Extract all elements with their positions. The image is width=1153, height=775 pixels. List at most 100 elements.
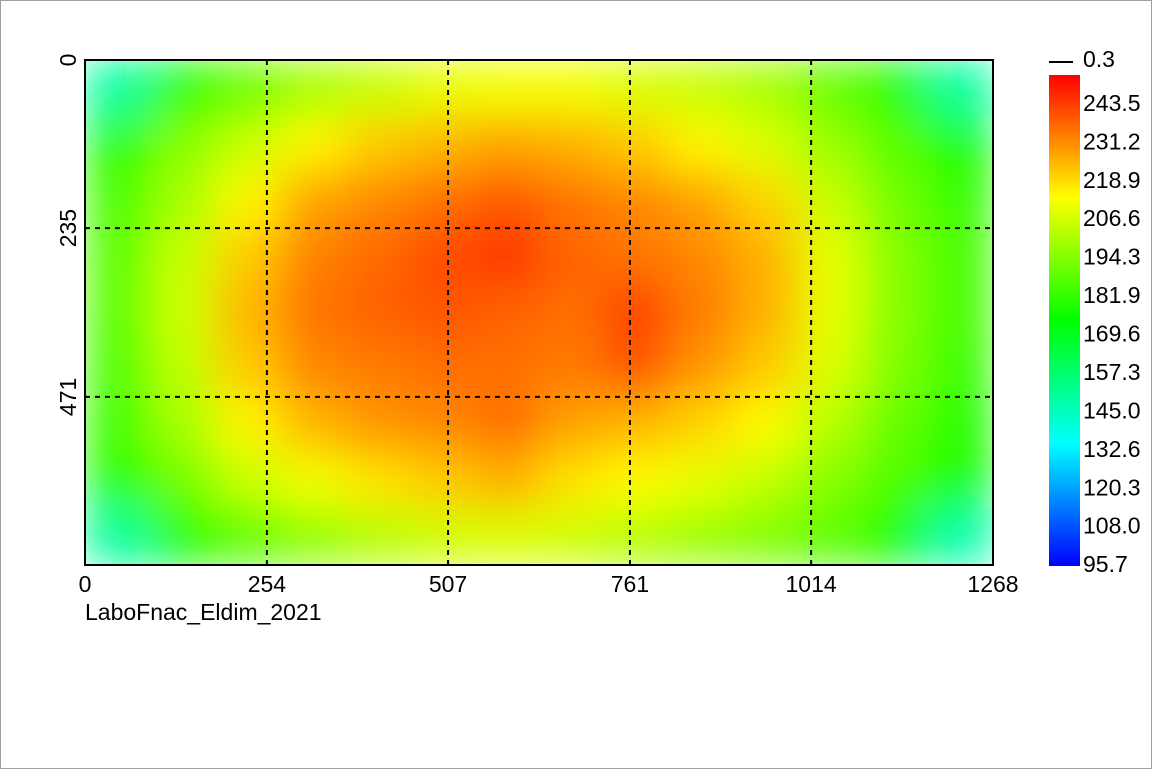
heat-cell: [863, 396, 929, 454]
heat-cell: [603, 284, 670, 342]
heat-cell: [279, 172, 345, 229]
heat-cell: [603, 508, 670, 565]
heat-cell: [863, 172, 929, 229]
heat-cell: [344, 452, 410, 510]
heat-cell: [279, 452, 345, 510]
colorbar-marker: 0.3: [1083, 46, 1115, 72]
heat-cell: [149, 452, 216, 510]
heat-cell: [539, 340, 605, 398]
heat-cell: [214, 228, 281, 285]
heat-cell: [214, 284, 281, 342]
heat-cell: [603, 172, 670, 229]
heat-cell: [85, 508, 151, 565]
heat-cell: [733, 396, 799, 454]
colorbar-tick-label: 243.5: [1083, 90, 1141, 116]
heat-cell: [668, 340, 735, 398]
colorbar-tick-label: 169.6: [1083, 321, 1141, 347]
heatmap-cells: [85, 60, 993, 565]
heat-cell: [603, 340, 670, 398]
heat-cell: [928, 396, 993, 454]
heat-cell: [409, 452, 475, 510]
x-tick-label: 0: [79, 571, 92, 597]
heat-cell: [539, 172, 605, 229]
heat-cell: [474, 60, 540, 117]
heatmap: [85, 60, 993, 565]
colorbar-tick-label: 181.9: [1083, 282, 1141, 308]
y-tick-label: 471: [55, 378, 81, 416]
heat-cell: [474, 116, 540, 173]
heat-cell: [863, 340, 929, 398]
heat-cell: [149, 116, 216, 173]
heat-cell: [539, 116, 605, 173]
heat-cell: [214, 340, 281, 398]
heat-cell: [279, 116, 345, 173]
heat-cell: [409, 284, 475, 342]
heat-cell: [668, 172, 735, 229]
heat-cell: [668, 452, 735, 510]
heat-cell: [344, 396, 410, 454]
x-tick-label: 761: [611, 571, 649, 597]
colorbar: [1049, 75, 1080, 566]
heat-cell: [149, 172, 216, 229]
heat-cell: [409, 340, 475, 398]
heat-cell: [798, 452, 864, 510]
heat-cell: [798, 284, 864, 342]
heat-cell: [668, 508, 735, 565]
heat-cell: [474, 228, 540, 285]
heat-cell: [603, 396, 670, 454]
heat-cell: [409, 396, 475, 454]
heat-cell: [603, 452, 670, 510]
heat-cell: [603, 60, 670, 117]
heat-cell: [344, 228, 410, 285]
heat-cell: [85, 396, 151, 454]
heat-cell: [149, 396, 216, 454]
x-tick-label: 507: [429, 571, 467, 597]
heat-cell: [539, 452, 605, 510]
heat-cell: [214, 452, 281, 510]
heat-cell: [344, 60, 410, 117]
heat-cell: [668, 284, 735, 342]
colorbar-tick-label: 206.6: [1083, 205, 1141, 231]
heat-cell: [149, 284, 216, 342]
plot-frame: [84, 59, 994, 566]
heat-cell: [409, 60, 475, 117]
caption: LaboFnac_Eldim_2021: [85, 599, 322, 625]
heat-cell: [474, 508, 540, 565]
heat-cell: [85, 116, 151, 173]
heat-cell: [149, 228, 216, 285]
heat-cell: [474, 172, 540, 229]
heat-cell: [279, 340, 345, 398]
heat-cell: [344, 116, 410, 173]
colorbar-tick-label: 157.3: [1083, 359, 1141, 385]
heat-cell: [928, 452, 993, 510]
y-tick-label: 235: [55, 209, 81, 247]
heat-cell: [214, 60, 281, 117]
heat-cell: [733, 172, 799, 229]
colorbar-tick-label: 120.3: [1083, 474, 1141, 500]
heat-cell: [928, 284, 993, 342]
heat-cell: [928, 60, 993, 117]
heat-cell: [668, 60, 735, 117]
heat-cell: [214, 396, 281, 454]
heat-cell: [85, 452, 151, 510]
heat-cell: [409, 508, 475, 565]
heat-cell: [863, 508, 929, 565]
heat-cell: [85, 60, 151, 117]
heat-cell: [668, 116, 735, 173]
heat-cell: [539, 396, 605, 454]
heat-cell: [214, 508, 281, 565]
heat-cell: [279, 396, 345, 454]
heat-cell: [539, 508, 605, 565]
heat-cell: [409, 116, 475, 173]
heat-cell: [733, 452, 799, 510]
heat-cell: [214, 172, 281, 229]
heat-cell: [149, 340, 216, 398]
heat-cell: [214, 116, 281, 173]
heat-cell: [474, 396, 540, 454]
heat-cell: [344, 340, 410, 398]
heat-cell: [798, 116, 864, 173]
heat-cell: [409, 228, 475, 285]
heat-cell: [928, 228, 993, 285]
heat-cell: [928, 172, 993, 229]
